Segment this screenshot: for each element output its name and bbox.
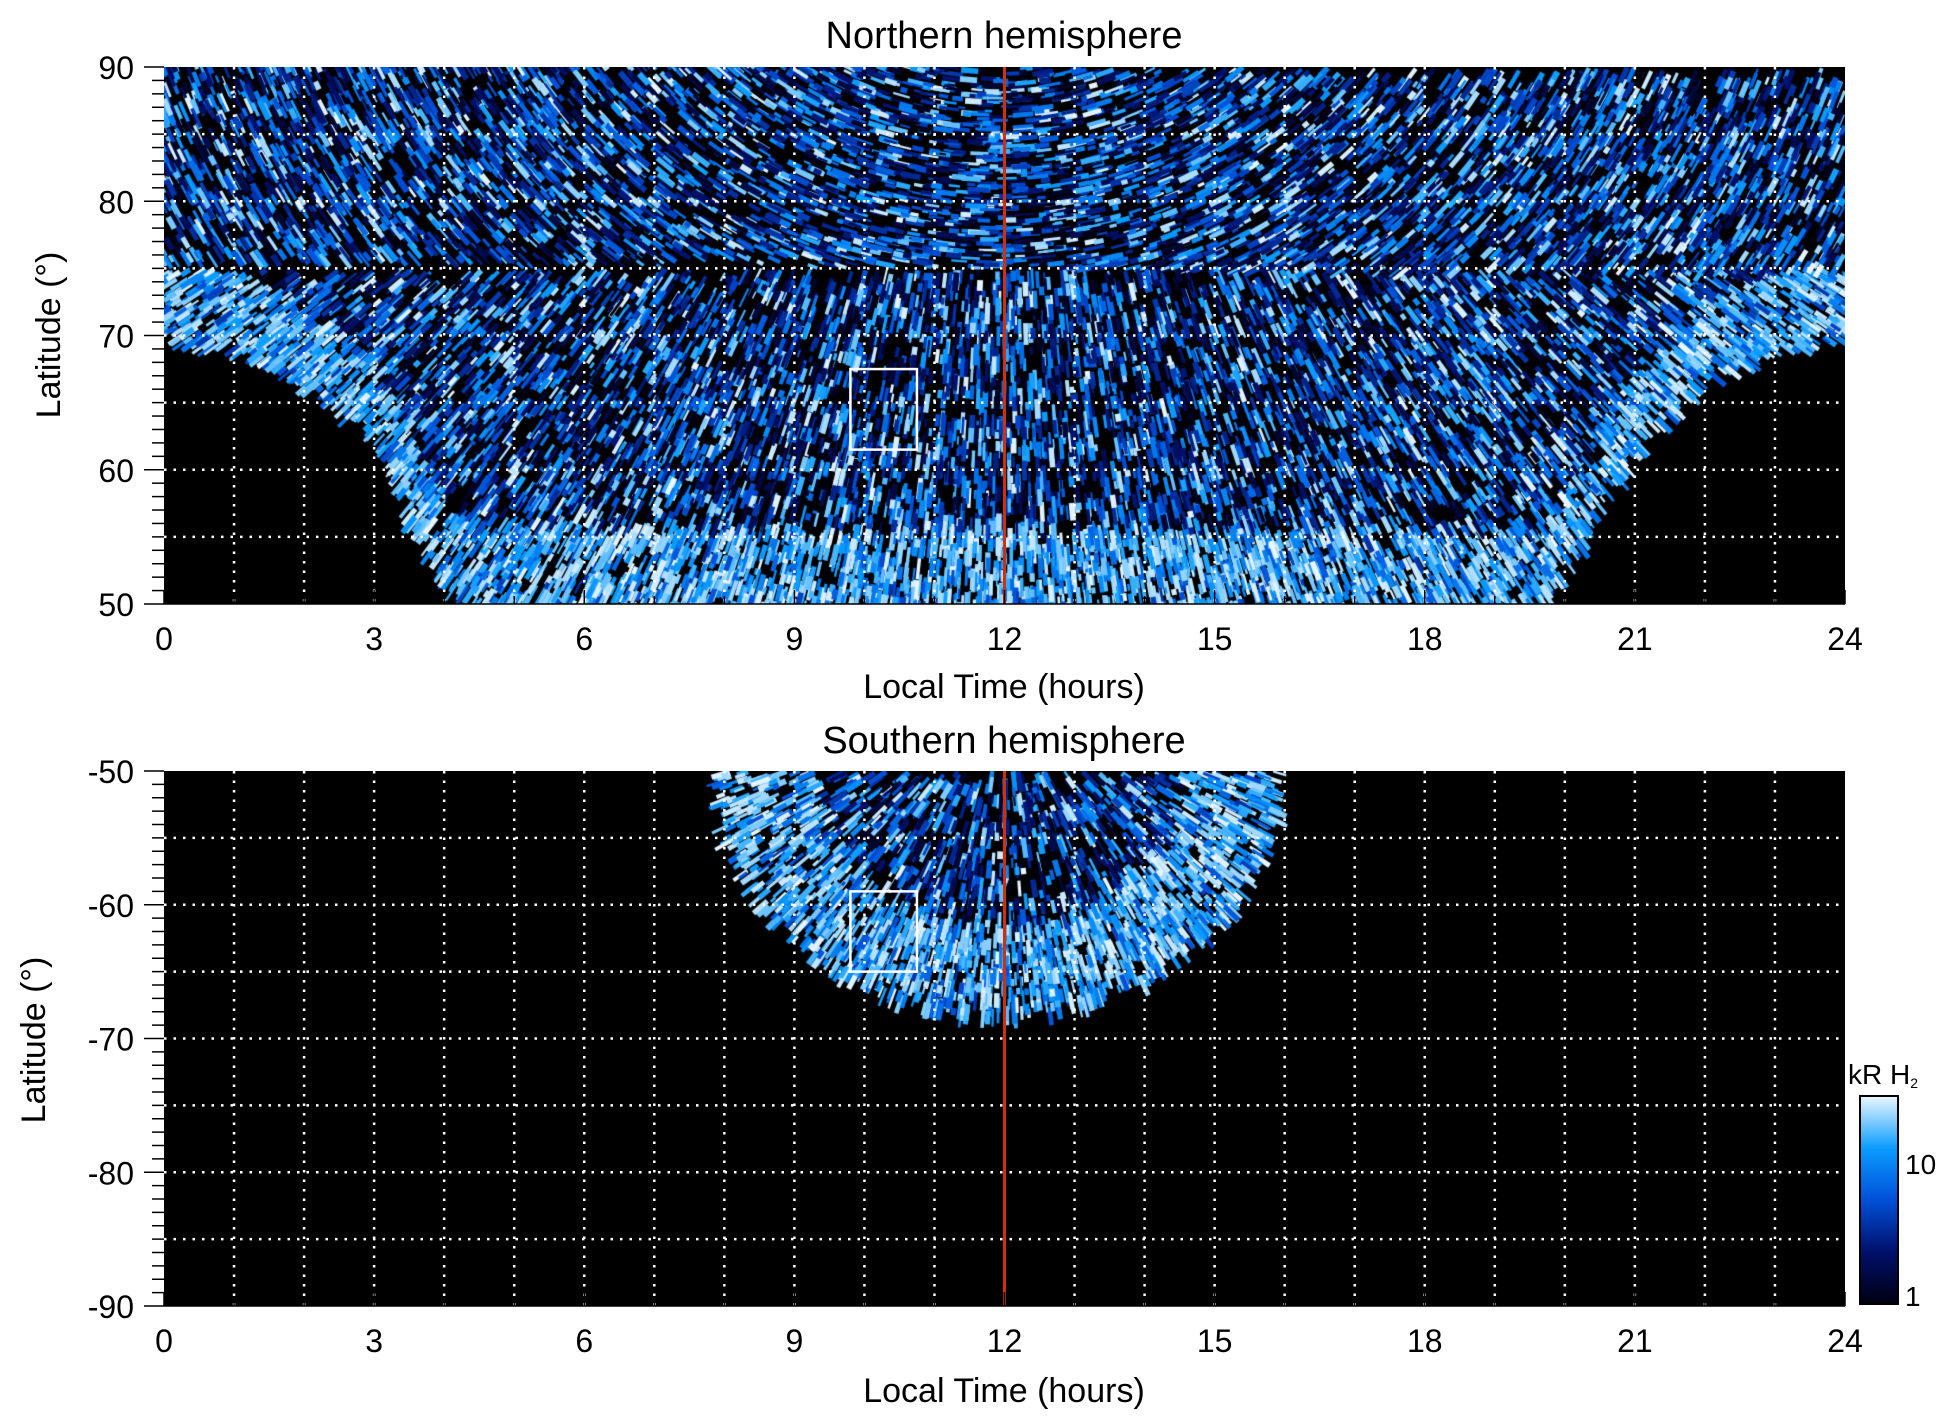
x-tick-label: 3 <box>365 1323 383 1359</box>
x-tick-label: 0 <box>155 1323 173 1359</box>
y-tick-label: 70 <box>98 319 134 355</box>
x-tick-label: 24 <box>1827 621 1863 657</box>
y-tick-label: -50 <box>88 754 134 790</box>
x-tick-label: 0 <box>155 621 173 657</box>
x-tick-label: 9 <box>785 621 803 657</box>
y-tick-label: -70 <box>88 1022 134 1058</box>
north-title: Northern hemisphere <box>826 15 1183 57</box>
x-tick-label: 9 <box>785 1323 803 1359</box>
x-tick-label: 15 <box>1197 1323 1233 1359</box>
x-tick-label: 21 <box>1617 1323 1653 1359</box>
y-tick-label: -90 <box>88 1289 134 1325</box>
y-tick-label: 90 <box>98 50 134 86</box>
x-tick-label: 18 <box>1407 1323 1443 1359</box>
x-tick-label: 18 <box>1407 621 1443 657</box>
colorbar-tick-10: 10 <box>1905 1149 1936 1180</box>
x-tick-label: 12 <box>987 1323 1023 1359</box>
x-tick-label: 3 <box>365 621 383 657</box>
colorbar-tick-1: 1 <box>1905 1281 1921 1312</box>
x-tick-label: 6 <box>575 1323 593 1359</box>
highlight-box <box>849 890 919 973</box>
north-ylabel: Latitude (°) <box>30 252 68 419</box>
x-tick-label: 21 <box>1617 621 1653 657</box>
highlight-box <box>849 367 919 451</box>
x-tick-label: 15 <box>1197 621 1233 657</box>
south-xlabel: Local Time (hours) <box>863 1372 1145 1410</box>
colorbar-label: kR H2 <box>1848 1059 1918 1091</box>
colorbar-frame <box>1859 1095 1899 1305</box>
x-tick-label: 24 <box>1827 1323 1863 1359</box>
south-ylabel: Latitude (°) <box>15 957 53 1124</box>
y-tick-label: -60 <box>88 888 134 924</box>
colorbar-gradient <box>1860 1096 1898 1304</box>
y-tick-label: 80 <box>98 184 134 220</box>
x-tick-label: 6 <box>575 621 593 657</box>
y-tick-label: 50 <box>98 587 134 623</box>
south-title: Southern hemisphere <box>822 720 1185 762</box>
north-xlabel: Local Time (hours) <box>863 668 1145 706</box>
x-tick-label: 12 <box>987 621 1023 657</box>
y-tick-label: -80 <box>88 1155 134 1191</box>
y-tick-label: 60 <box>98 453 134 489</box>
